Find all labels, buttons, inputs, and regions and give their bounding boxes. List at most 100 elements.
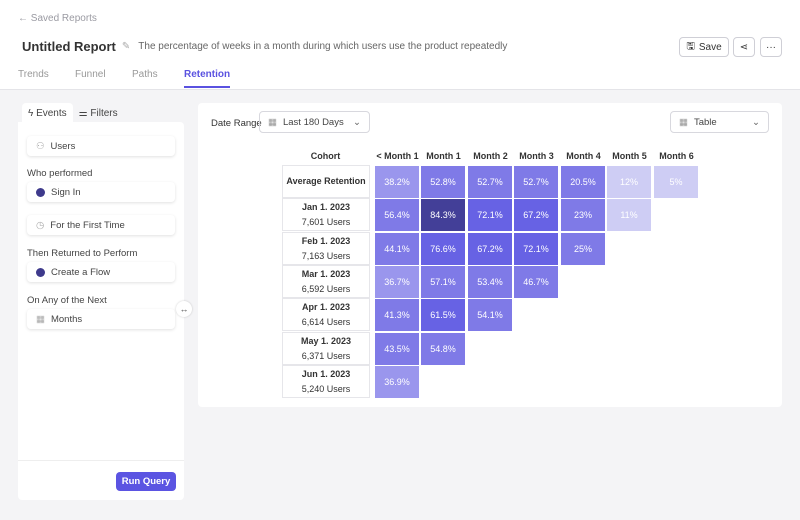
back-label: Saved Reports	[30, 13, 97, 24]
retention-cell[interactable]: 25%	[561, 233, 605, 265]
resize-handle-icon[interactable]: ↔	[176, 301, 192, 317]
retention-cell[interactable]: 36.9%	[375, 366, 419, 398]
clock-icon: ◷	[36, 219, 45, 231]
retention-cell[interactable]: 72.1%	[514, 233, 558, 265]
retention-cell[interactable]: 36.7%	[375, 266, 419, 298]
save-icon: 🖫	[686, 40, 695, 52]
tab-funnel[interactable]: Funnel	[75, 69, 106, 80]
retention-cell[interactable]: 76.6%	[421, 233, 465, 265]
cohort-cell: Feb 1. 2023 7,163 Users	[282, 232, 370, 265]
save-label: Save	[698, 41, 722, 53]
calendar-icon: ▦	[36, 313, 45, 325]
share-button[interactable]: ⋖	[733, 37, 755, 57]
cohort-date: Feb 1. 2023	[301, 235, 351, 246]
retention-cell[interactable]: 67.2%	[468, 233, 512, 265]
user-icon: ⚇	[36, 140, 45, 152]
save-button[interactable]: 🖫 Save	[679, 37, 729, 57]
cohort-users: 7,163 Users	[301, 250, 351, 261]
back-link[interactable]: ← Saved Reports	[18, 13, 97, 24]
retention-cell[interactable]: 43.5%	[375, 333, 419, 365]
cohort-date: Average Retention	[286, 176, 366, 186]
retention-cell[interactable]: 72.1%	[468, 199, 512, 231]
sliders-icon: ⚌	[78, 108, 88, 119]
lightning-icon: ϟ	[28, 108, 34, 119]
retention-cell[interactable]: 84.3%	[421, 199, 465, 231]
arrow-left-icon: ←	[18, 13, 28, 24]
cohort-users: 7,601 Users	[301, 216, 351, 227]
cohort-users: 6,592 Users	[301, 283, 351, 294]
retention-cell[interactable]: 67.2%	[514, 199, 558, 231]
retention-cell[interactable]: 11%	[607, 199, 651, 231]
tab-filters[interactable]: ⚌ Filters	[73, 103, 124, 124]
column-header: Month 4	[566, 151, 601, 161]
retention-cell[interactable]: 44.1%	[375, 233, 419, 265]
cohort-cell: Apr 1. 2023 6,614 Users	[282, 298, 370, 331]
retention-cell[interactable]: 52.7%	[514, 166, 558, 198]
view-select[interactable]: ▦ Table ⌄	[670, 111, 769, 133]
chevron-down-icon: ⌄	[752, 116, 760, 128]
cohort-date: May 1. 2023	[300, 335, 352, 346]
tab-paths[interactable]: Paths	[132, 69, 158, 80]
query-panel: ⚇ Users Who performed Sign In ◷ For the Fi…	[18, 122, 184, 500]
more-button[interactable]: ···	[760, 37, 782, 57]
retention-cell[interactable]: 52.8%	[421, 166, 465, 198]
period-field[interactable]: ▦ Months	[27, 309, 175, 329]
first-time-label: For the First Time	[50, 219, 125, 231]
tab-events[interactable]: ϟ Events	[22, 103, 73, 124]
date-range-select[interactable]: ▦ Last 180 Days ⌄	[259, 111, 370, 133]
date-range-label: Date Range	[211, 118, 262, 129]
run-query-button[interactable]: Run Query	[116, 472, 176, 491]
report-header: ← Saved Reports Untitled Report ✎ The pe…	[0, 0, 800, 90]
event-create-flow-field[interactable]: Create a Flow	[27, 262, 175, 282]
column-header: < Month 1	[376, 151, 419, 161]
column-header: Month 5	[612, 151, 647, 161]
event-sign-in-field[interactable]: Sign In	[27, 182, 175, 202]
event-dot-icon	[36, 267, 45, 277]
view-value: Table	[693, 116, 717, 128]
retention-cell[interactable]: 52.7%	[468, 166, 512, 198]
retention-cell[interactable]: 56.4%	[375, 199, 419, 231]
retention-cell[interactable]: 23%	[561, 199, 605, 231]
cohort-users: 5,240 Users	[301, 383, 351, 394]
cohort-date: Mar 1. 2023	[301, 268, 351, 279]
next-label: On Any of the Next	[27, 295, 107, 306]
retention-cell[interactable]: 54.1%	[468, 299, 512, 331]
retention-cell[interactable]: 20.5%	[561, 166, 605, 198]
retention-cell[interactable]: 54.8%	[421, 333, 465, 365]
chevron-down-icon: ⌄	[353, 116, 361, 128]
retention-cell[interactable]: 5%	[654, 166, 698, 198]
who-performed-label: Who performed	[27, 168, 93, 179]
retention-cell[interactable]: 46.7%	[514, 266, 558, 298]
column-header: Month 6	[659, 151, 694, 161]
column-header: Month 2	[473, 151, 508, 161]
calendar-icon: ▦	[268, 116, 277, 128]
cohort-users: 6,371 Users	[301, 350, 351, 361]
pencil-icon[interactable]: ✎	[121, 41, 131, 52]
date-range-value: Last 180 Days	[282, 116, 344, 128]
events-label: Events	[36, 108, 67, 119]
tab-retention[interactable]: Retention	[184, 69, 231, 88]
retention-cell[interactable]: 53.4%	[468, 266, 512, 298]
users-label: Users	[50, 140, 76, 152]
users-field[interactable]: ⚇ Users	[27, 136, 175, 156]
column-header: Month 1	[426, 151, 461, 161]
cohort-date: Jan 1. 2023	[301, 201, 351, 212]
retention-cell[interactable]: 12%	[607, 166, 651, 198]
event1-label: Sign In	[51, 186, 81, 198]
retention-cell[interactable]: 57.1%	[421, 266, 465, 298]
returned-label: Then Returned to Perform	[27, 248, 138, 259]
title-row: Untitled Report ✎ The percentage of week…	[22, 39, 507, 54]
event2-label: Create a Flow	[51, 266, 111, 278]
results-panel: Date Range ▦ Last 180 Days ⌄ ▦ Table ⌄ Cohor…	[198, 103, 782, 407]
retention-cell[interactable]: 61.5%	[421, 299, 465, 331]
cohort-cell: Jan 1. 2023 7,601 Users	[282, 198, 370, 231]
event-dot-icon	[36, 187, 45, 197]
first-time-field[interactable]: ◷ For the First Time	[27, 215, 175, 235]
retention-cell[interactable]: 38.2%	[375, 166, 419, 198]
tab-trends[interactable]: Trends	[18, 69, 49, 80]
report-description: The percentage of weeks in a month durin…	[138, 41, 508, 52]
retention-cell[interactable]: 41.3%	[375, 299, 419, 331]
report-title[interactable]: Untitled Report	[22, 39, 116, 54]
sidebar-tabs: ϟ Events ⚌ Filters	[22, 103, 124, 124]
column-header: Month 3	[519, 151, 554, 161]
